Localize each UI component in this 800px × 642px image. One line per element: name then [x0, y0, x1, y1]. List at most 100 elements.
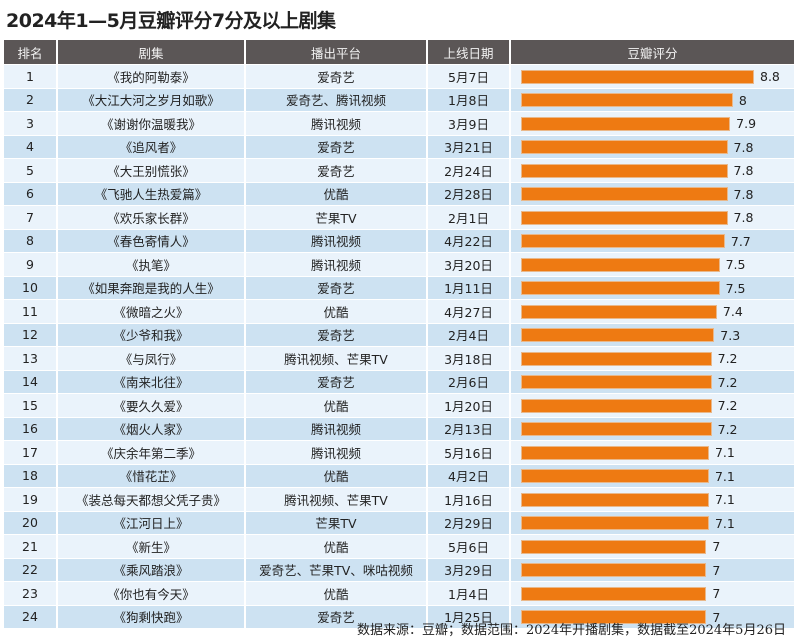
table-row: 14 《南来北往》 爱奇艺 2月6日 7.2: [4, 369, 794, 394]
score-bar: [521, 586, 707, 601]
score-cell: 7.1: [509, 440, 794, 464]
drama-name-cell: 《大王别慌张》: [56, 158, 245, 182]
score-label: 7.2: [717, 351, 738, 367]
table-row: 6 《飞驰人生热爱篇》 优酷 2月28日 7.8: [4, 181, 794, 206]
date-cell: 2月24日: [426, 158, 510, 182]
score-bar: [521, 492, 709, 507]
drama-name-cell: 《装总每天都想父凭子贵》: [56, 487, 245, 511]
header-rank: 排名: [4, 40, 57, 65]
table-row: 19 《装总每天都想父凭子贵》 腾讯视频、芒果TV 1月16日 7.1: [4, 487, 794, 511]
score-cell: 7.2: [509, 393, 794, 417]
platform-cell: 爱奇艺、腾讯视频: [244, 87, 427, 112]
score-label: 7.3: [720, 327, 741, 343]
date-cell: 3月29日: [426, 557, 510, 582]
footnote: 数据来源：豆瓣；数据范围：2024年开播剧集，数据截至2024年5月26日: [357, 623, 786, 638]
date-cell: 3月9日: [426, 111, 510, 135]
platform-cell: 爱奇艺: [244, 275, 427, 300]
rank-cell: 6: [4, 181, 57, 206]
table-row: 13 《与凤行》 腾讯视频、芒果TV 3月18日 7.2: [4, 346, 794, 370]
score-cell: 7.1: [509, 510, 794, 535]
platform-cell: 爱奇艺: [244, 134, 427, 159]
table-row: 8 《春色寄情人》 腾讯视频 4月22日 7.7: [4, 228, 794, 253]
rank-cell: 18: [4, 463, 57, 488]
score-bar: [521, 187, 728, 202]
score-cell: 7.2: [509, 369, 794, 394]
score-label: 7.8: [733, 210, 754, 226]
date-cell: 1月8日: [426, 87, 510, 112]
score-cell: 7: [509, 581, 794, 605]
drama-name-cell: 《如果奔跑是我的人生》: [56, 275, 245, 300]
score-bar: [521, 375, 712, 390]
rank-cell: 21: [4, 534, 57, 558]
score-cell: 7.9: [509, 111, 794, 135]
date-cell: 2月29日: [426, 510, 510, 535]
score-label: 7: [712, 562, 721, 578]
score-label: 7.8: [733, 186, 754, 202]
date-cell: 2月13日: [426, 416, 510, 441]
date-cell: 4月27日: [426, 299, 510, 323]
rank-cell: 14: [4, 369, 57, 394]
date-cell: 5月6日: [426, 534, 510, 558]
chart-title: 2024年1—5月豆瓣评分7分及以上剧集: [6, 10, 336, 32]
score-bar: [521, 210, 728, 225]
score-label: 7.7: [730, 233, 751, 249]
score-label: 7.1: [714, 468, 735, 484]
score-bar: [521, 398, 712, 413]
table-row: 22 《乘风踏浪》 爱奇艺、芒果TV、咪咕视频 3月29日 7: [4, 557, 794, 582]
date-cell: 3月18日: [426, 346, 510, 370]
score-bar: [521, 422, 712, 437]
platform-cell: 腾讯视频、芒果TV: [244, 346, 427, 370]
rank-cell: 2: [4, 87, 57, 112]
platform-cell: 爱奇艺: [244, 64, 427, 88]
drama-name-cell: 《飞驰人生热爱篇》: [56, 181, 245, 206]
drama-name-cell: 《春色寄情人》: [56, 228, 245, 253]
platform-cell: 优酷: [244, 581, 427, 605]
platform-cell: 芒果TV: [244, 205, 427, 229]
rank-cell: 22: [4, 557, 57, 582]
score-bar: [521, 539, 707, 554]
score-cell: 7: [509, 604, 794, 628]
drama-name-cell: 《乘风踏浪》: [56, 557, 245, 582]
platform-cell: 腾讯视频: [244, 440, 427, 464]
drama-name-cell: 《江河日上》: [56, 510, 245, 535]
header-score: 豆瓣评分: [509, 40, 794, 65]
score-bar: [521, 234, 725, 249]
score-label: 7.1: [714, 515, 735, 531]
score-cell: 7: [509, 557, 794, 582]
rank-cell: 9: [4, 252, 57, 276]
platform-cell: 爱奇艺: [244, 158, 427, 182]
drama-name-cell: 《要久久爱》: [56, 393, 245, 417]
score-bar: [521, 610, 707, 625]
date-cell: 1月11日: [426, 275, 510, 300]
score-label: 7.5: [725, 257, 746, 273]
platform-cell: 芒果TV: [244, 510, 427, 535]
date-cell: 2月28日: [426, 181, 510, 206]
drama-name-cell: 《惜花芷》: [56, 463, 245, 488]
platform-cell: 腾讯视频: [244, 111, 427, 135]
platform-cell: 优酷: [244, 393, 427, 417]
score-bar: [521, 116, 731, 131]
rank-cell: 8: [4, 228, 57, 253]
table-row: 4 《追风者》 爱奇艺 3月21日 7.8: [4, 134, 794, 159]
rank-cell: 11: [4, 299, 57, 323]
score-bar: [521, 69, 754, 84]
score-label: 7.2: [717, 374, 738, 390]
platform-cell: 爱奇艺: [244, 322, 427, 347]
rank-cell: 3: [4, 111, 57, 135]
rank-cell: 12: [4, 322, 57, 347]
date-cell: 2月6日: [426, 369, 510, 394]
score-cell: 7.8: [509, 134, 794, 159]
drama-name-cell: 《谢谢你温暖我》: [56, 111, 245, 135]
score-label: 7.1: [714, 445, 735, 461]
rank-cell: 4: [4, 134, 57, 159]
table-row: 17 《庆余年第二季》 腾讯视频 5月16日 7.1: [4, 440, 794, 464]
drama-name-cell: 《执笔》: [56, 252, 245, 276]
rank-cell: 1: [4, 64, 57, 88]
drama-name-cell: 《微暗之火》: [56, 299, 245, 323]
drama-name-cell: 《烟火人家》: [56, 416, 245, 441]
date-cell: 4月22日: [426, 228, 510, 253]
score-label: 7.4: [722, 304, 743, 320]
score-label: 7: [712, 539, 721, 555]
score-cell: 7.8: [509, 205, 794, 229]
table-row: 24 《狗剩快跑》 爱奇艺 1月25日 7: [4, 604, 794, 628]
